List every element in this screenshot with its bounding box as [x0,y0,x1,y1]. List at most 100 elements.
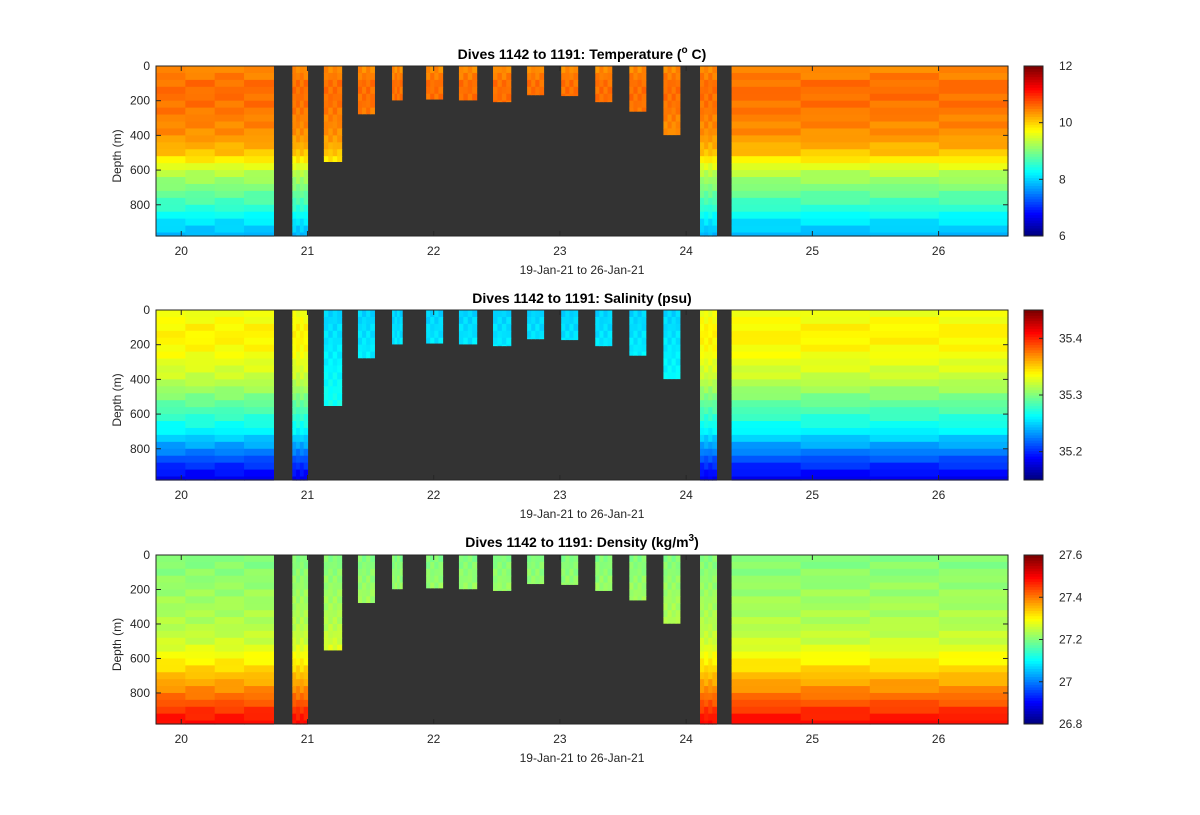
profile-column [426,310,444,344]
profile-cell [426,79,431,88]
colorbar-swatch [1024,220,1043,224]
profile-cell [303,170,309,178]
profile-cell [323,644,329,651]
profile-cell [392,86,396,95]
profile-cell [292,114,297,123]
profile-cell [663,610,669,618]
colorbar-swatch [1024,312,1043,316]
profile-cell [637,344,643,353]
profile-cell [569,575,575,584]
profile-cell [332,379,338,387]
profile-cell [731,177,802,185]
profile-cell [569,310,575,318]
profile-cell [303,448,309,457]
profile-cell [800,462,871,471]
profile-cell [704,596,709,604]
profile-cell [938,121,1009,130]
profile-cell [185,66,216,74]
profile-cell [629,555,635,563]
profile-cell [296,589,301,597]
profile-cell [700,386,705,394]
profile-cell [869,197,940,206]
profile-cell [675,351,681,360]
profile-cell [299,114,305,123]
profile-cell [700,197,705,206]
profile-cell [185,400,216,408]
colorbar-swatch [1024,79,1043,83]
profile-cell [337,344,343,353]
profile-cell [569,568,575,577]
profile-cell [565,582,570,585]
profile-cell [573,561,579,570]
profile-cell [595,582,600,591]
profile-cell [214,441,245,450]
profile-cell [292,135,297,143]
profile-cell [299,190,305,199]
profile-cell [337,561,343,570]
profile-cell [869,407,940,415]
profile-cell [296,170,301,178]
profile-cell [299,149,305,157]
profile-cell [362,93,367,102]
profile-cell [303,455,309,464]
profile-cell [731,386,802,394]
profile-cell [156,407,186,415]
profile-cell [323,121,329,130]
colorbar-swatch [1024,424,1043,428]
profile-cell [328,93,334,102]
profile-cell [700,637,705,646]
profile-cell [292,637,297,646]
profile-cell [244,372,274,380]
profile-cell [800,358,871,367]
profile-cell [362,555,367,563]
profile-cell [561,561,566,570]
profile-cell [493,337,499,346]
profile-cell [938,469,1009,478]
profile-cell [185,651,216,660]
profile-cell [156,107,186,116]
profile-cell [323,400,329,407]
profile-cell [700,100,705,109]
colorbar-swatch [1024,597,1043,601]
profile-cell [434,555,440,563]
profile-cell [434,93,440,100]
profile-column [629,555,647,601]
profile-cell [299,421,305,429]
profile-cell [667,575,673,584]
profile-cell [675,100,681,109]
colorbar-tick-label: 35.4 [1059,331,1083,345]
profile-cell [731,603,802,611]
profile-cell [667,100,673,109]
profile-cell [397,330,401,339]
profile-cell [332,372,338,380]
profile-cell [704,100,709,109]
profile-cell [328,372,334,380]
profile-cell [332,351,338,360]
profile-cell [303,149,309,157]
profile-cell [938,86,1009,95]
profile-cell [633,351,639,356]
profile-cell [156,617,186,625]
profile-cell [214,379,245,387]
profile-cell [328,149,334,157]
profile-cell [800,351,871,360]
y-axis-label: Depth (m) [110,373,124,426]
profile-cell [292,128,297,136]
profile-cell [800,211,871,220]
profile-cell [332,630,338,639]
profile-cell [704,393,709,401]
profile-cell [214,114,245,123]
profile-cell [366,72,371,81]
colorbar-swatch [1024,387,1043,391]
profile-cell [244,316,274,325]
profile-cell [708,211,713,220]
profile-cell [303,393,309,401]
profile-cell [869,177,940,185]
profile-cell [430,310,435,318]
colorbar-swatch [1024,331,1043,335]
profile-cell [800,114,871,123]
profile-cell [328,630,334,639]
profile-cell [328,316,334,325]
profile-cell [595,316,600,325]
profile-cell [292,337,297,346]
